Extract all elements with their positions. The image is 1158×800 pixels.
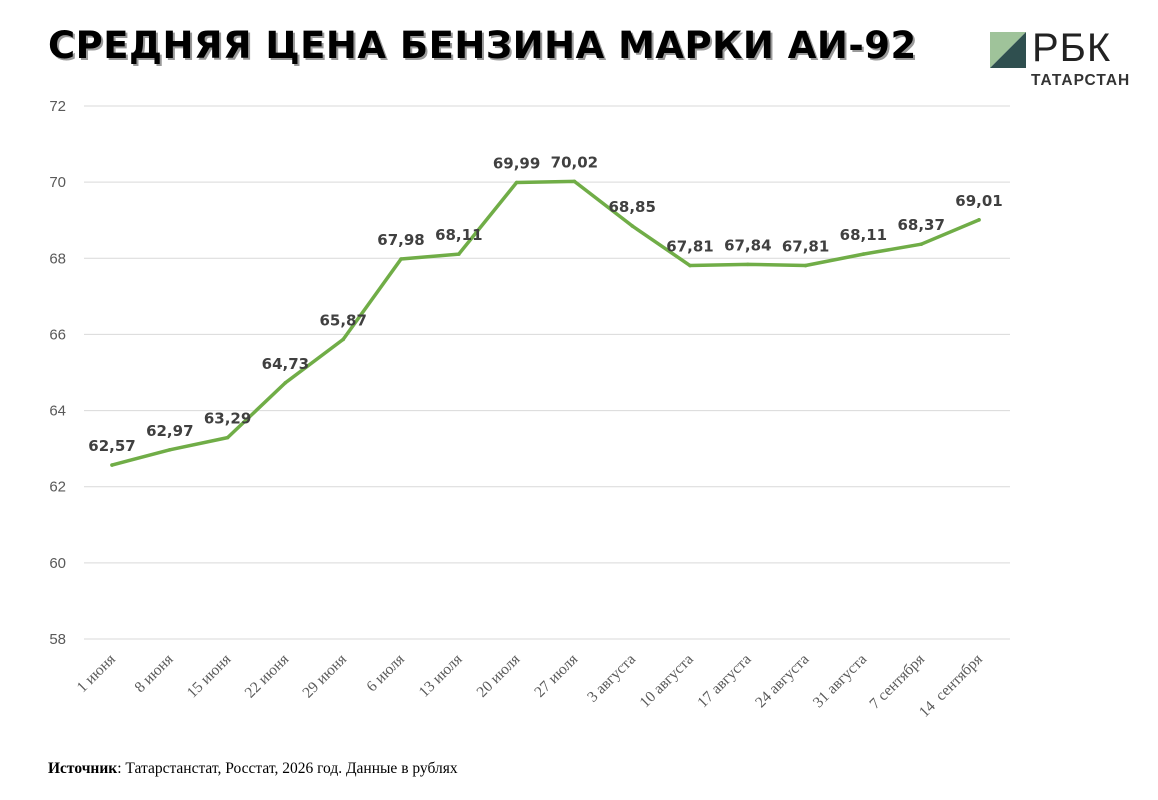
x-tick-label: 6 июля — [363, 651, 408, 696]
data-point — [746, 262, 750, 267]
y-tick-label: 70 — [49, 174, 66, 191]
data-label: 65,87 — [319, 311, 366, 329]
data-label: 68,11 — [435, 226, 482, 244]
y-tick-label: 62 — [49, 479, 66, 496]
x-tick-label: 17 августа — [694, 651, 754, 711]
rbc-logo-mark-icon — [990, 32, 1026, 68]
source-label: Источник — [48, 760, 118, 777]
y-tick-label: 66 — [49, 326, 66, 343]
data-point — [457, 252, 461, 256]
x-tick-label: 15 июня — [184, 651, 235, 702]
grid-lines — [84, 105, 1010, 640]
data-label: 68,11 — [840, 226, 887, 244]
x-tick-label: 8 июня — [131, 651, 176, 696]
data-label: 70,02 — [551, 153, 598, 171]
x-tick-label: 24 августа — [752, 651, 812, 711]
x-tick-label: 31 августа — [810, 651, 870, 711]
x-tick-label: 13 июля — [416, 651, 466, 701]
data-label: 62,97 — [146, 422, 193, 440]
data-label: 64,73 — [262, 355, 309, 373]
rbc-logo-subtitle: ТАТАРСТАН — [1031, 72, 1131, 89]
y-tick-label: 60 — [49, 555, 66, 572]
x-tick-label: 3 августа — [584, 651, 639, 706]
data-point — [919, 242, 923, 246]
data-point — [803, 263, 808, 268]
data-point — [688, 263, 692, 268]
y-tick-label: 64 — [49, 403, 66, 420]
data-point — [110, 463, 114, 467]
source-note: Источник: Татарстанстат, Росстат, 2026 г… — [48, 760, 458, 778]
data-point — [225, 435, 230, 440]
x-tick-label: 29 июня — [299, 651, 350, 702]
x-tick-label: 1 июня — [74, 651, 119, 696]
data-label: 69,99 — [493, 155, 540, 173]
data-point — [168, 447, 172, 452]
x-tick-label: 20 июля — [473, 651, 523, 701]
y-axis-ticks: 58 60 62 64 66 68 70 72 — [49, 98, 66, 648]
rbc-logo-wordmark: РБК — [1032, 26, 1112, 70]
rbc-logo: РБК ТАТАРСТАН — [990, 26, 1140, 92]
x-tick-label: 7 сентября — [866, 651, 928, 713]
y-tick-label: 72 — [49, 98, 66, 115]
data-point — [399, 257, 403, 261]
data-label: 62,57 — [88, 437, 135, 455]
y-tick-label: 58 — [49, 631, 66, 648]
data-point — [341, 337, 346, 342]
x-tick-label: 10 августа — [636, 651, 696, 711]
data-labels: 62,57 62,97 63,29 64,73 65,87 67,98 68,11 69,99… — [88, 153, 1002, 455]
data-point — [572, 179, 577, 184]
data-point — [977, 218, 981, 222]
data-label: 67,98 — [377, 231, 424, 249]
series-line — [110, 179, 981, 467]
data-point — [283, 380, 288, 385]
y-tick-label: 68 — [49, 250, 66, 267]
data-label: 68,37 — [897, 216, 944, 234]
data-point — [861, 252, 866, 256]
data-point — [514, 180, 519, 185]
data-label: 68,85 — [608, 198, 655, 216]
chart-title: СРЕДНЯЯ ЦЕНА БЕНЗИНА МАРКИ АИ-92 — [48, 24, 917, 67]
data-point — [630, 224, 634, 228]
source-text: : Татарстанстат, Росстат, 2026 год. Данн… — [117, 760, 458, 777]
data-label: 67,84 — [724, 236, 771, 254]
data-label: 67,81 — [666, 238, 713, 256]
x-tick-label: 22 июня — [242, 651, 293, 702]
data-label: 69,01 — [955, 192, 1002, 210]
data-label: 63,29 — [204, 410, 251, 428]
data-label: 67,81 — [782, 238, 829, 256]
x-axis-ticks: 1 июня 8 июня 15 июня 22 июня 29 июня 6 июля 1… — [74, 651, 986, 721]
series-line-path — [110, 179, 981, 467]
line-chart: 58 60 62 64 66 68 70 72 1 июня 8 июня 15 июня 22 и… — [49, 98, 1010, 721]
x-tick-label: 27 июля — [531, 651, 581, 701]
